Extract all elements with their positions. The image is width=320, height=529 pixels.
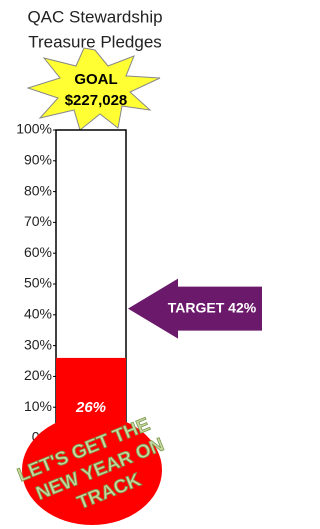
y-tick-label: 80% bbox=[24, 182, 52, 198]
target-label: TARGET 42% bbox=[168, 299, 257, 315]
goal-burst bbox=[28, 48, 160, 130]
goal-label: GOAL bbox=[74, 71, 117, 88]
value-label: 26% bbox=[75, 399, 106, 416]
chart-title: Treasure Pledges bbox=[28, 32, 162, 51]
goal-amount: $227,028 bbox=[65, 92, 128, 109]
y-tick-label: 100% bbox=[16, 121, 52, 137]
y-tick-label: 20% bbox=[24, 367, 52, 383]
y-tick-label: 10% bbox=[24, 398, 52, 414]
y-tick-label: 40% bbox=[24, 306, 52, 322]
chart: QAC Stewardship Treasure Pledges GOAL $2… bbox=[0, 0, 274, 529]
y-tick-label: 30% bbox=[24, 336, 52, 352]
y-tick-label: 70% bbox=[24, 213, 52, 229]
chart-title: QAC Stewardship bbox=[27, 7, 162, 26]
y-tick-label: 60% bbox=[24, 244, 52, 260]
y-tick-label: 90% bbox=[24, 152, 52, 168]
y-tick-label: 50% bbox=[24, 275, 52, 291]
